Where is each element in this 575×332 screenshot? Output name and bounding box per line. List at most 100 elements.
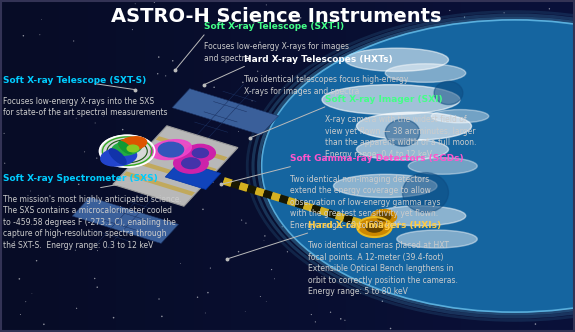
Point (262, 299, 271, 304)
Point (305, 219, 314, 225)
Text: ASTRO-H Science Instruments: ASTRO-H Science Instruments (111, 7, 441, 26)
Point (182, 102, 191, 107)
Text: Soft X-ray Spectrometer (SXS): Soft X-ray Spectrometer (SXS) (3, 174, 158, 183)
Ellipse shape (334, 174, 437, 198)
Text: Focuses low-energy X-rays for images
and spectra: Focuses low-energy X-rays for images and… (204, 42, 349, 63)
Circle shape (99, 135, 155, 167)
Circle shape (192, 148, 208, 158)
Point (72, 306, 81, 311)
Point (234, 129, 243, 134)
Text: Focuses low-energy X-rays into the SXS
for state-of the art spectral measurement: Focuses low-energy X-rays into the SXS f… (3, 97, 167, 118)
Point (69, 38, 78, 43)
Point (16, 312, 25, 317)
Circle shape (182, 158, 200, 169)
Point (296, 15, 305, 21)
Point (262, 2, 271, 8)
Point (158, 314, 167, 319)
Point (240, 309, 250, 314)
Point (302, 230, 311, 236)
Point (92, 155, 101, 161)
Polygon shape (72, 197, 179, 243)
Point (26, 188, 35, 194)
Circle shape (185, 144, 215, 162)
Point (296, 136, 305, 142)
Ellipse shape (119, 137, 147, 150)
Point (260, 233, 270, 239)
Ellipse shape (385, 64, 466, 82)
Circle shape (174, 153, 208, 173)
Polygon shape (123, 171, 195, 196)
Point (206, 265, 215, 271)
Point (310, 319, 320, 325)
Point (15, 276, 24, 282)
Point (113, 152, 122, 157)
Polygon shape (145, 148, 217, 172)
Circle shape (366, 222, 383, 232)
Point (90, 276, 99, 281)
Point (388, 12, 397, 18)
Ellipse shape (109, 149, 126, 164)
Point (283, 133, 293, 139)
Point (208, 180, 217, 185)
Ellipse shape (408, 158, 477, 174)
Point (81, 76, 90, 81)
Point (253, 69, 262, 74)
Circle shape (262, 20, 575, 312)
Point (128, 221, 137, 226)
Point (312, 280, 321, 285)
Point (336, 316, 346, 321)
Circle shape (158, 142, 183, 157)
Point (0, 131, 9, 136)
Point (124, 220, 133, 225)
Circle shape (127, 145, 139, 152)
Point (297, 112, 306, 117)
Text: Hard X-ray Imagers (HXIs): Hard X-ray Imagers (HXIs) (308, 221, 441, 230)
Point (91, 120, 100, 125)
Ellipse shape (431, 110, 489, 123)
Point (247, 98, 256, 103)
Text: Soft Gamma-ray Detectors (SGDs): Soft Gamma-ray Detectors (SGDs) (290, 154, 464, 163)
Point (71, 116, 80, 121)
Point (270, 276, 279, 282)
Text: Soft X-ray Imager (SXI): Soft X-ray Imager (SXI) (325, 95, 443, 104)
Polygon shape (113, 126, 238, 206)
Ellipse shape (112, 141, 141, 155)
Circle shape (377, 213, 391, 221)
Point (340, 318, 350, 323)
Circle shape (371, 209, 397, 224)
Point (39, 322, 48, 327)
Point (198, 207, 208, 212)
Point (131, 1, 140, 6)
Point (154, 54, 163, 60)
Point (250, 20, 259, 26)
Text: Soft X-ray Telescope (SXT-S): Soft X-ray Telescope (SXT-S) (3, 76, 146, 85)
Text: X-ray camera with the widest field of
view yet flown — 38 arcminutes, larger
tha: X-ray camera with the widest field of vi… (325, 115, 476, 159)
Text: Hard X-ray Telescopes (HXTs): Hard X-ray Telescopes (HXTs) (244, 55, 393, 64)
Point (500, 10, 509, 16)
Point (269, 115, 278, 120)
Text: The mission's most highly anticipated science.
The SXS contains a microcalorimet: The mission's most highly anticipated sc… (3, 195, 182, 250)
Point (37, 17, 46, 22)
Point (10, 239, 19, 244)
Point (255, 40, 264, 45)
Point (325, 24, 334, 30)
Point (256, 294, 265, 299)
Circle shape (358, 218, 390, 236)
Point (283, 249, 292, 254)
Text: Soft X-ray Telescope (SXT-I): Soft X-ray Telescope (SXT-I) (204, 22, 344, 31)
Ellipse shape (101, 148, 137, 166)
Point (168, 58, 177, 63)
Ellipse shape (322, 85, 460, 115)
Point (80, 149, 89, 154)
Point (531, 321, 540, 327)
Point (233, 23, 242, 28)
Ellipse shape (356, 139, 448, 160)
Point (173, 132, 182, 137)
Point (378, 298, 387, 304)
Point (237, 217, 246, 223)
Point (48, 106, 58, 112)
Point (74, 182, 83, 187)
Ellipse shape (374, 206, 466, 226)
Point (0, 234, 5, 239)
Point (259, 238, 269, 243)
